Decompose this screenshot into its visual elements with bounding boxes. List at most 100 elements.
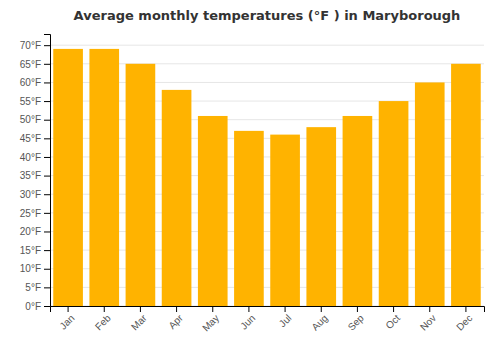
bar xyxy=(198,116,228,306)
tick-mark xyxy=(212,306,213,312)
tick-label: 70°F xyxy=(20,40,41,51)
tick-mark xyxy=(44,213,50,214)
tick: 35°F xyxy=(20,170,50,181)
tick-mark xyxy=(44,82,50,83)
tick-label: Jul xyxy=(277,312,294,329)
axis-line xyxy=(51,307,485,313)
tick-label: Sep xyxy=(346,312,367,333)
tick-mark xyxy=(465,306,466,312)
tick-mark xyxy=(68,306,69,312)
tick: Oct xyxy=(383,306,402,331)
tick: 50°F xyxy=(20,114,50,125)
bar xyxy=(379,101,409,306)
tick-label: May xyxy=(200,312,221,333)
x-axis: Jan Feb Mar Apr May Jun Jul Aug Sep Oct Nov Dec xyxy=(51,306,485,334)
axis-line xyxy=(44,35,51,307)
plot: 0°F 5°F 10°F 15°F 20°F 25°F 30°F 35°F 40°F 45°F 50… xyxy=(20,35,485,334)
tick-label: 45°F xyxy=(20,133,41,144)
tick: 30°F xyxy=(20,189,50,200)
bar xyxy=(234,131,264,306)
tick: 15°F xyxy=(20,245,50,256)
tick-mark xyxy=(357,306,358,312)
tick-label: 65°F xyxy=(20,59,41,70)
grid xyxy=(50,45,484,306)
tick-label: Aug xyxy=(309,312,329,332)
tick-mark xyxy=(321,306,322,312)
chart: 0°F 5°F 10°F 15°F 20°F 25°F 30°F 35°F 40°F 45°F 50… xyxy=(0,0,500,350)
tick-mark xyxy=(44,157,50,158)
tick: 65°F xyxy=(20,59,50,70)
tick: 25°F xyxy=(20,208,50,219)
bar xyxy=(415,82,445,306)
tick-label: 25°F xyxy=(20,208,41,219)
tick-label: Jan xyxy=(57,312,76,331)
tick-label: Oct xyxy=(383,312,402,331)
bar xyxy=(306,127,336,306)
tick: Dec xyxy=(454,306,474,333)
tick-label: Nov xyxy=(418,312,438,332)
tick-label: Mar xyxy=(129,312,149,332)
tick-label: 0°F xyxy=(25,301,41,312)
tick-mark xyxy=(44,176,50,177)
tick-label: 10°F xyxy=(20,263,41,274)
title: Average monthly temperatures (°F ) in Ma… xyxy=(74,8,461,23)
tick: Nov xyxy=(418,306,438,333)
bar xyxy=(53,49,83,306)
tick-mark xyxy=(44,231,50,232)
tick: Mar xyxy=(129,306,149,332)
tick-label: 30°F xyxy=(20,189,41,200)
tick-label: Apr xyxy=(166,312,185,331)
grid-line xyxy=(50,45,484,46)
tick: Sep xyxy=(346,306,367,333)
tick-mark xyxy=(44,64,50,65)
tick: 5°F xyxy=(25,282,50,293)
tick: Feb xyxy=(93,306,113,332)
tick-mark xyxy=(44,138,50,139)
tick-mark xyxy=(44,45,50,46)
y-axis: 0°F 5°F 10°F 15°F 20°F 25°F 30°F 35°F 40°F 45°F 50… xyxy=(20,35,51,312)
bars xyxy=(53,49,480,306)
tick: 10°F xyxy=(20,263,50,274)
tick-mark xyxy=(140,306,141,312)
tick: 0°F xyxy=(25,301,50,312)
tick-label: 60°F xyxy=(20,77,41,88)
tick: 40°F xyxy=(20,152,50,163)
tick-mark xyxy=(44,101,50,102)
tick: Jun xyxy=(238,306,257,332)
tick-mark xyxy=(44,269,50,270)
bar xyxy=(162,90,192,306)
tick-mark xyxy=(248,306,249,312)
tick-label: Jun xyxy=(238,312,257,331)
bar xyxy=(126,64,156,306)
tick-label: 40°F xyxy=(20,152,41,163)
tick: 60°F xyxy=(20,77,50,88)
tick-label: 35°F xyxy=(20,170,41,181)
bar xyxy=(343,116,373,306)
tick: 55°F xyxy=(20,96,50,107)
tick: Apr xyxy=(166,306,185,331)
tick-label: 50°F xyxy=(20,114,41,125)
bar xyxy=(89,49,119,306)
tick-label: Dec xyxy=(454,312,474,332)
tick-mark xyxy=(44,250,50,251)
tick-label: 5°F xyxy=(25,282,41,293)
tick-mark xyxy=(393,306,394,312)
tick: 20°F xyxy=(20,226,50,237)
tick: Jan xyxy=(57,306,76,332)
bar xyxy=(270,135,300,306)
tick-mark xyxy=(44,194,50,195)
tick-mark xyxy=(285,306,286,312)
tick: 45°F xyxy=(20,133,50,144)
tick: Aug xyxy=(309,306,329,333)
tick: 70°F xyxy=(20,40,50,51)
tick-mark xyxy=(176,306,177,312)
tick: May xyxy=(200,306,221,334)
tick-label: 15°F xyxy=(20,245,41,256)
tick-mark xyxy=(44,120,50,121)
bar xyxy=(451,64,481,306)
tick-mark xyxy=(44,287,50,288)
tick: Jul xyxy=(277,306,294,329)
tick-label: Feb xyxy=(93,312,113,332)
tick-mark xyxy=(429,306,430,312)
tick-label: 55°F xyxy=(20,96,41,107)
